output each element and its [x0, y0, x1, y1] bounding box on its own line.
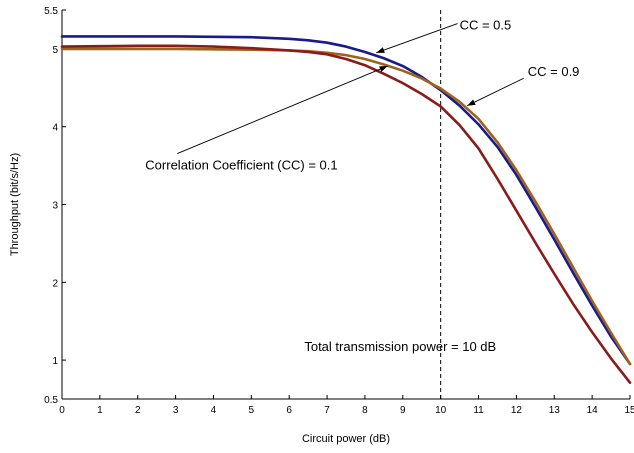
annotation-arrow-line — [466, 77, 524, 107]
annotation-label: CC = 0.9 — [528, 64, 580, 79]
series-line-3 — [60, 44, 632, 384]
x-tick-label: 15 — [624, 405, 634, 416]
annotation-arrow-line — [376, 23, 458, 54]
x-tick-label: 12 — [511, 405, 523, 416]
x-tick-label: 4 — [211, 405, 217, 416]
annotation-label: Correlation Coefficient (CC) = 0.1 — [145, 158, 337, 173]
x-tick-label: 9 — [400, 405, 406, 416]
x-axis-ticks: 0 1 2 3 4 5 6 7 8 9 10 11 12 13 14 15 — [59, 395, 634, 416]
x-tick-label: 0 — [59, 405, 65, 416]
x-tick-label: 11 — [473, 405, 484, 416]
annotations-group: CC = 0.5 CC = 0.9 Correlation Coefficient … — [145, 18, 579, 354]
annotation-label: Total transmission power = 10 dB — [304, 339, 496, 354]
x-tick-label: 3 — [173, 405, 179, 416]
series-group — [60, 35, 632, 384]
y-tick-label: 1 — [52, 356, 58, 367]
x-tick-label: 6 — [286, 405, 292, 416]
x-tick-label: 1 — [97, 405, 103, 416]
series-line-2 — [60, 47, 632, 366]
y-axis-ticks: 0.5 1 2 3 4 5 5.5 — [44, 6, 66, 406]
x-axis-title: Circuit power (dB) — [302, 433, 390, 445]
y-tick-label: 5 — [52, 45, 58, 56]
x-tick-label: 10 — [435, 405, 447, 416]
y-tick-label: 0.5 — [44, 395, 58, 406]
x-tick-label: 8 — [362, 405, 368, 416]
x-tick-label: 2 — [135, 405, 141, 416]
y-axis-title: Throughput (bit/s/Hz) — [9, 153, 21, 256]
annotation-arrow-line — [177, 65, 388, 155]
y-tick-label: 4 — [52, 123, 58, 134]
y-tick-label: 3 — [52, 201, 58, 212]
annotation-arrowhead — [379, 66, 388, 72]
annotation-arrowhead — [376, 47, 385, 53]
y-tick-label: 2 — [52, 278, 58, 289]
series-line-1 — [60, 35, 632, 366]
x-tick-label: 7 — [324, 405, 330, 416]
annotation-label: CC = 0.5 — [460, 18, 512, 33]
annotation-arrowhead — [467, 99, 476, 106]
x-tick-label: 5 — [249, 405, 255, 416]
x-tick-label: 13 — [549, 405, 561, 416]
y-tick-label: 5.5 — [44, 6, 58, 17]
x-tick-label: 14 — [587, 405, 599, 416]
